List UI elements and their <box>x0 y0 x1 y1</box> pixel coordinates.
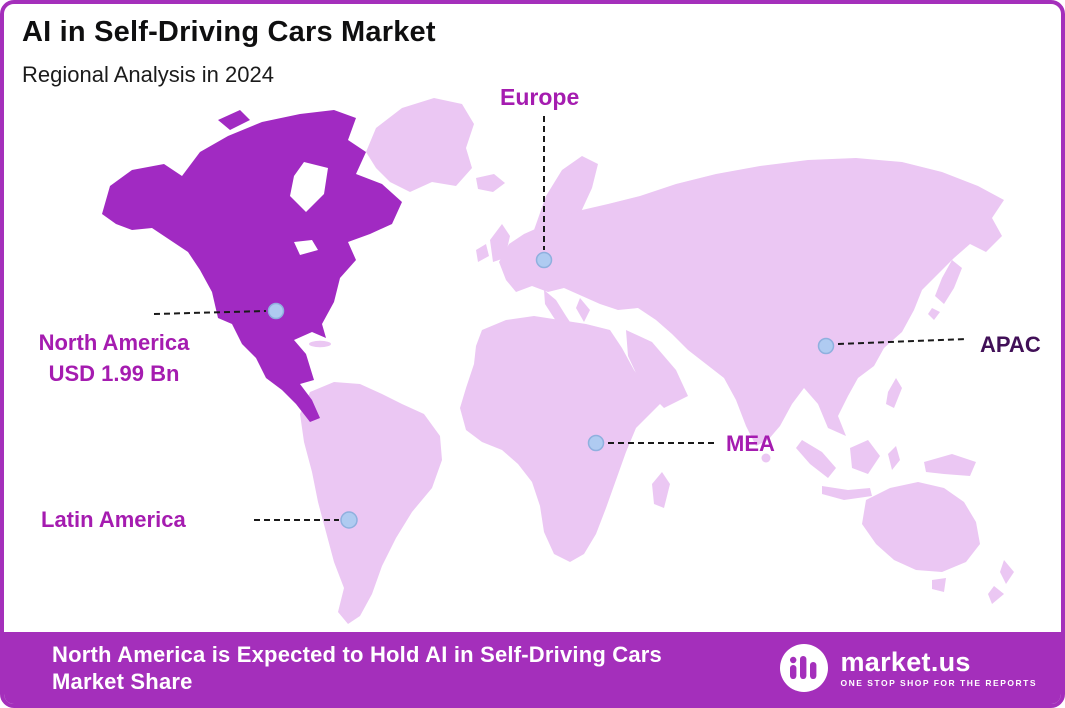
marker-north-america <box>267 302 285 320</box>
map-region-australia <box>862 482 980 572</box>
map-region-iceland <box>476 174 505 192</box>
map-region-arctic-island <box>218 110 250 130</box>
label-europe: Europe <box>500 84 580 110</box>
banner-text: North America is Expected to Hold AI in … <box>52 641 662 695</box>
label-apac: APAC <box>980 332 1041 357</box>
world-map <box>102 98 1014 624</box>
marker-apac <box>817 337 835 355</box>
map-region-japan <box>935 260 962 304</box>
map-region-greece <box>576 298 590 322</box>
leader-line-north-america <box>153 310 267 315</box>
map-region-java <box>822 486 872 500</box>
banner-line-2: Market Share <box>52 669 193 694</box>
map-region-africa <box>460 316 666 562</box>
map-base-regions <box>300 98 1014 624</box>
page-title: AI in Self-Driving Cars Market <box>22 16 436 48</box>
map-region-new-zealand-south <box>988 586 1004 604</box>
marker-mea <box>587 434 605 452</box>
map-region-sumatra <box>796 440 836 478</box>
map-region-philippines <box>886 378 902 408</box>
label-latin-america: Latin America <box>41 507 186 532</box>
page-subtitle: Regional Analysis in 2024 <box>22 62 274 87</box>
marker-latin-america <box>340 511 358 529</box>
map-region-sri-lanka <box>761 453 771 463</box>
label-mea: MEA <box>726 431 775 456</box>
market-us-logo-icon <box>780 644 829 692</box>
map-region-cuba <box>309 340 331 348</box>
brand-name: market.us <box>840 647 971 677</box>
marker-europe <box>535 251 553 269</box>
map-region-north-america <box>102 110 402 422</box>
footer-banner: North America is Expected to Hold AI in … <box>4 632 1061 704</box>
map-region-south-america <box>300 382 442 624</box>
leader-line-apac <box>837 338 967 345</box>
brand-tagline: ONE STOP SHOP FOR THE REPORTS <box>840 678 1037 688</box>
map-region-tasmania <box>932 578 946 592</box>
brand-text: market.us ONE STOP SHOP FOR THE REPORTS <box>840 648 1037 688</box>
map-region-new-zealand-north <box>1000 560 1014 584</box>
map-region-madagascar <box>652 472 670 508</box>
map-region-greenland <box>366 98 474 192</box>
map-region-arabia <box>626 330 688 408</box>
map-markers <box>267 251 835 529</box>
label-north-america: North America USD 1.99 Bn <box>12 327 216 389</box>
map-region-sulawesi <box>888 446 900 470</box>
map-region-eurasia <box>499 158 1004 446</box>
map-region-japan-south <box>928 308 940 320</box>
brand-lockup: market.us ONE STOP SHOP FOR THE REPORTS <box>780 644 1037 692</box>
map-region-borneo <box>850 440 880 474</box>
map-region-new-guinea <box>924 454 976 476</box>
map-highlight-regions <box>102 110 402 422</box>
map-region-ireland <box>476 244 489 262</box>
label-north-america-value: USD 1.99 Bn <box>48 361 180 386</box>
banner-line-1: North America is Expected to Hold AI in … <box>52 642 662 667</box>
leader-lines <box>153 116 967 521</box>
label-north-america-name: North America <box>38 330 190 355</box>
